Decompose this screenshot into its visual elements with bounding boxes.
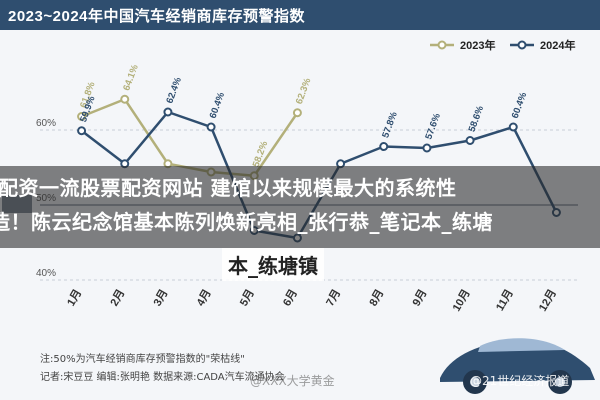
footnote-credits: 记者:宋豆豆 编辑:张明艳 数据来源:CADA汽车流通协会	[40, 372, 285, 383]
data-point	[77, 112, 87, 121]
legend-marker	[517, 40, 527, 50]
data-label: 57.6%	[423, 111, 443, 141]
x-tick-label: 5月	[237, 287, 257, 308]
legend-label: 2023年	[460, 38, 495, 52]
watermark-left: @XXX大学黄金	[250, 374, 335, 388]
caption-overlay: 配资一流股票配资网站 建馆以来规模最大的系统性 造！陈云纪念馆基本陈列焕新亮相_…	[0, 166, 600, 248]
x-tick-label: 6月	[280, 287, 300, 308]
legend-marker	[437, 40, 447, 50]
data-label: 60.4%	[208, 90, 228, 120]
series-line-2023	[81, 98, 299, 177]
legend: 2023年 2024年	[430, 38, 575, 52]
x-tick-label: 4月	[194, 287, 214, 308]
data-label: 57.8%	[380, 110, 400, 140]
data-point	[422, 143, 432, 153]
data-label: 62.3%	[294, 76, 314, 106]
x-tick-label: 8月	[367, 287, 387, 308]
chart-title: 2023~2024年中国汽车经销商库存预警指数	[8, 8, 305, 25]
title-bar: 2023~2024年中国汽车经销商库存预警指数	[0, 0, 600, 30]
x-tick-label: 2月	[108, 287, 128, 308]
overlay-text-line2: 造！陈云纪念馆基本陈列焕新亮相_张行恭_笔记本_练塘	[0, 210, 493, 234]
data-point	[379, 142, 389, 151]
x-tick-label: 1月	[64, 287, 84, 308]
x-tick-label: 10月	[450, 287, 473, 314]
data-label: 62.4%	[164, 75, 184, 105]
overlay-text-line3: 本_练塘镇	[222, 248, 324, 281]
footnote-threshold: 注:50%为汽车经销商库存预警指数的"荣枯线"	[40, 354, 245, 365]
data-point	[292, 108, 302, 118]
x-tick-label: 12月	[536, 287, 559, 314]
overlay-text-line1: 配资一流股票配资网站 建馆以来规模最大的系统性	[0, 176, 457, 200]
x-ticks: 1月 2月 3月 4月 5月 6月 7月 8月 9月 10月 11月 12月	[64, 287, 559, 314]
data-point	[77, 126, 87, 136]
x-tick-label: 7月	[323, 287, 343, 308]
data-point	[465, 136, 475, 145]
data-point	[508, 122, 518, 132]
x-tick-label: 9月	[410, 287, 430, 308]
y-tick-label: 60%	[36, 118, 56, 129]
watermark-right: @21世纪经济报道	[470, 374, 570, 388]
car-illustration	[440, 338, 595, 394]
x-tick-label: 3月	[151, 287, 171, 308]
legend-label: 2024年	[540, 38, 575, 52]
data-point	[206, 122, 216, 132]
x-tick-label: 11月	[493, 287, 516, 313]
data-label: 58.6%	[467, 104, 487, 134]
data-label: 60.4%	[510, 90, 530, 120]
data-point	[120, 94, 130, 104]
data-label: 58.2%	[251, 139, 271, 169]
data-label: 64.1%	[121, 63, 141, 93]
data-point	[163, 107, 173, 117]
y-tick-label: 40%	[36, 268, 56, 279]
